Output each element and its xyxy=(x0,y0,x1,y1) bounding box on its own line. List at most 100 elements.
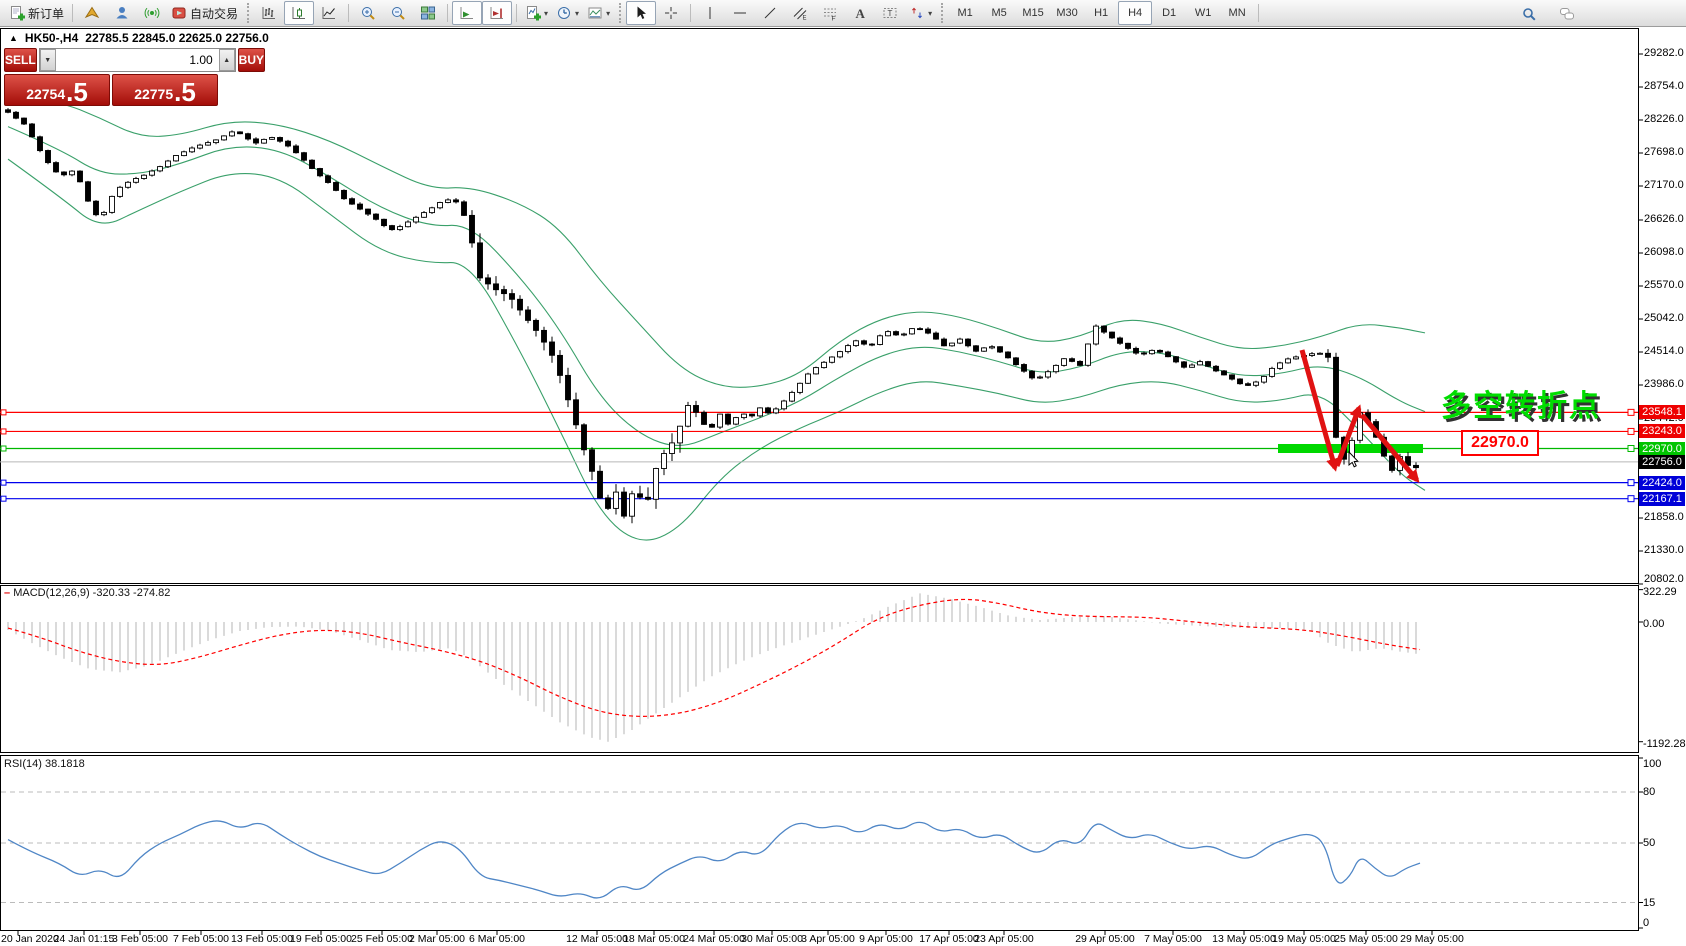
trendline-button[interactable] xyxy=(755,1,785,25)
toolbar-grip[interactable] xyxy=(941,3,944,23)
zoom-in-button[interactable] xyxy=(353,1,383,25)
line-handle-left[interactable] xyxy=(0,479,7,486)
timeframe-mn[interactable]: MN xyxy=(1220,1,1254,25)
price-axis-label: 20802.0 xyxy=(1644,573,1684,585)
date-axis-label: 25 May 05:00 xyxy=(1334,933,1398,945)
crosshair-button[interactable] xyxy=(656,1,686,25)
auto-scroll-button[interactable] xyxy=(452,1,483,25)
toolbar-grip[interactable] xyxy=(619,3,622,23)
timeframe-h1[interactable]: H1 xyxy=(1084,1,1118,25)
horizontal-line-button[interactable] xyxy=(725,1,755,25)
svg-text:A: A xyxy=(856,6,866,21)
chart-shift-icon xyxy=(489,5,505,21)
arrows-button[interactable]: ▾ xyxy=(905,1,936,25)
timeframe-m1[interactable]: M1 xyxy=(948,1,982,25)
toolbar-grip[interactable] xyxy=(247,3,250,23)
macd-signal-line xyxy=(7,598,1421,717)
volume-down-button[interactable]: ▼ xyxy=(39,49,56,71)
timeframe-m15[interactable]: M15 xyxy=(1016,1,1050,25)
search-button[interactable] xyxy=(1514,2,1544,26)
fibonacci-button[interactable]: F xyxy=(815,1,845,25)
templates-button[interactable]: ▾ xyxy=(583,1,614,25)
line-handle-left[interactable] xyxy=(0,409,7,416)
chevron-down-icon[interactable]: ▾ xyxy=(606,8,611,18)
volume-up-button[interactable]: ▲ xyxy=(218,49,235,71)
signals-button[interactable] xyxy=(137,1,167,25)
timeframe-w1[interactable]: W1 xyxy=(1186,1,1220,25)
macd-line-swatch: – xyxy=(4,587,11,599)
toolbar-separator xyxy=(447,4,449,22)
timeframe-label: M30 xyxy=(1056,7,1078,19)
line-handle-right[interactable] xyxy=(1627,495,1635,503)
fibonacci-icon: F xyxy=(822,5,838,21)
timeframe-m30[interactable]: M30 xyxy=(1050,1,1084,25)
chevron-down-icon[interactable]: ▾ xyxy=(928,8,933,18)
current-price-label: 22756.0 xyxy=(1639,454,1685,469)
hline-icon xyxy=(732,5,748,21)
sell-price[interactable]: 22754.5 xyxy=(4,74,110,106)
date-axis-label: 19 May 05:00 xyxy=(1272,933,1336,945)
line-handle-right[interactable] xyxy=(1627,408,1635,416)
date-axis-label: 13 May 05:00 xyxy=(1212,933,1276,945)
market-watch-button[interactable] xyxy=(107,1,137,25)
date-axis-label: 24 Jan 01:15 xyxy=(53,933,115,945)
turning-point-annotation[interactable]: 多空转折点 xyxy=(1441,390,1601,423)
price-level-label: 22970.0 xyxy=(1639,441,1685,456)
buy-price[interactable]: 22775.5 xyxy=(112,74,218,106)
timeframe-d1[interactable]: D1 xyxy=(1152,1,1186,25)
zoom-out-button[interactable] xyxy=(383,1,413,25)
text-label-button[interactable]: T xyxy=(875,1,905,25)
macd-value-1: -320.33 xyxy=(92,587,130,599)
indicators-button[interactable]: ▾ xyxy=(521,1,552,25)
line-chart-button[interactable] xyxy=(314,1,344,25)
line-handle-right[interactable] xyxy=(1627,479,1635,487)
pivot-price-text-box[interactable]: 22970.0 xyxy=(1461,430,1539,456)
sell-button[interactable]: SELL xyxy=(4,48,37,72)
cursor-icon xyxy=(633,5,649,21)
bar-chart-button[interactable] xyxy=(254,1,284,25)
buy-button[interactable]: BUY xyxy=(237,48,266,72)
one-click-collapse-arrow[interactable]: ▲ xyxy=(9,32,18,43)
periods-button[interactable]: ▾ xyxy=(552,1,583,25)
volume-input[interactable] xyxy=(55,49,219,71)
trend-arrow-segment[interactable] xyxy=(1360,413,1420,483)
bollinger-lower xyxy=(7,158,1426,541)
svg-text:E: E xyxy=(803,16,807,22)
chat-button[interactable] xyxy=(1552,2,1582,26)
metaeditor-button[interactable] xyxy=(77,1,107,25)
trend-arrow-segment[interactable] xyxy=(1334,404,1362,467)
date-axis-label: 29 May 05:00 xyxy=(1400,933,1464,945)
chevron-down-icon[interactable]: ▾ xyxy=(544,8,549,18)
price-axis-label: 27170.0 xyxy=(1644,179,1684,191)
timeframe-m5[interactable]: M5 xyxy=(982,1,1016,25)
new-order-button[interactable]: 新订单 xyxy=(5,1,68,25)
price-axis-label: 28226.0 xyxy=(1644,113,1684,125)
rsi-axis-label: 0 xyxy=(1643,917,1650,929)
line-handle-right[interactable] xyxy=(1627,445,1635,452)
date-axis-label: 6 Mar 05:00 xyxy=(468,933,526,945)
new-order-icon xyxy=(9,5,25,21)
line-handle-left[interactable] xyxy=(0,495,7,502)
chart-shift-button[interactable] xyxy=(482,1,513,25)
equidistant-channel-button[interactable]: E xyxy=(785,1,815,25)
line-handle-left[interactable] xyxy=(0,445,7,452)
price-axis-label: 27698.0 xyxy=(1644,146,1684,158)
candlestick-chart-button[interactable] xyxy=(284,1,315,25)
vertical-line-button[interactable] xyxy=(695,1,725,25)
date-axis-label: 23 Apr 05:00 xyxy=(974,933,1034,945)
line-handle-left[interactable] xyxy=(0,428,7,435)
toolbar-separator xyxy=(72,4,74,22)
cursor-button[interactable] xyxy=(626,1,657,25)
text-button[interactable]: A xyxy=(845,1,875,25)
auto-trading-button[interactable]: 自动交易 xyxy=(167,1,242,25)
sell-price-fraction: .5 xyxy=(66,77,88,107)
macd-axis-label: -1192.28 xyxy=(1643,737,1686,750)
tile-windows-icon xyxy=(420,5,436,21)
trend-arrow-segment[interactable] xyxy=(1299,349,1339,472)
templates-icon xyxy=(587,5,603,21)
tile-windows-button[interactable] xyxy=(413,1,443,25)
periods-icon xyxy=(556,5,572,21)
chevron-down-icon[interactable]: ▾ xyxy=(575,8,580,18)
line-handle-right[interactable] xyxy=(1627,427,1635,435)
timeframe-h4[interactable]: H4 xyxy=(1118,1,1153,25)
